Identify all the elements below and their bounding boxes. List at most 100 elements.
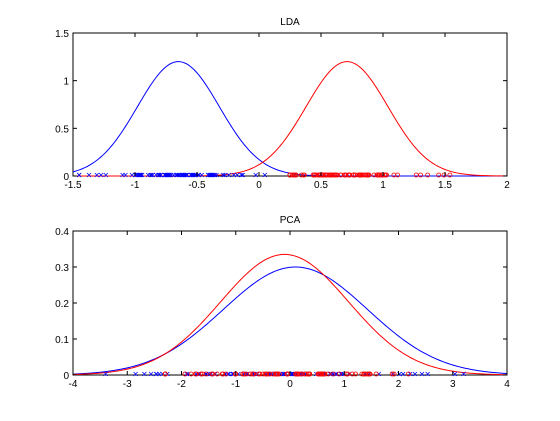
- pca-x-tick-label: 0: [287, 379, 293, 390]
- lda-sample-x-marker: [137, 172, 142, 178]
- lda-x-tick-label: -1: [131, 180, 140, 191]
- pca-x-tick-label: 3: [450, 379, 456, 390]
- pca-x-tick-label: 1: [341, 379, 347, 390]
- lda-sample-o-marker: [301, 172, 306, 178]
- pca-sample-x-marker: [156, 371, 162, 377]
- lda-sample-o-marker: [287, 172, 293, 178]
- lda-x-tick-label: -1.5: [64, 180, 82, 191]
- lda-sample-o-marker: [292, 172, 298, 178]
- pca-series: [72, 253, 508, 376]
- pca-sample-x-marker: [419, 371, 425, 377]
- pca-sample-o-marker: [260, 371, 266, 377]
- pca-x-tick-label: 2: [396, 379, 402, 390]
- pca-sample-o-marker: [336, 371, 342, 377]
- pca-sample-o-marker: [345, 371, 351, 377]
- pca-sample-x-marker: [461, 371, 466, 377]
- lda-sample-o-marker: [356, 172, 361, 178]
- lda-sample-o-marker: [413, 172, 419, 178]
- pca-y-tick-label: 0.3: [55, 263, 69, 274]
- lda-sample-x-marker: [166, 172, 172, 178]
- lda-sample-x-marker: [253, 172, 259, 178]
- pca-sample-x-marker: [148, 371, 154, 377]
- lda-sample-o-marker: [322, 172, 328, 178]
- lda-sample-o-marker: [384, 172, 389, 178]
- lda-panel: LDA -1.5 -1 -0.5 0 0.5 1 1.5 2 0 0.5 1 1.5: [55, 17, 510, 191]
- pca-sample-o-marker: [302, 371, 308, 377]
- lda-sample-x-marker: [86, 172, 92, 178]
- lda-sample-o-marker: [299, 172, 304, 178]
- lda-sample-x-marker: [234, 172, 240, 178]
- lda-sample-x-marker: [103, 172, 109, 178]
- lda-sample-x-marker: [137, 172, 143, 178]
- lda-sample-x-marker: [199, 172, 204, 178]
- lda-sample-x-marker: [158, 172, 164, 178]
- pca-sample-o-marker: [353, 371, 358, 377]
- pca-sample-o-marker: [182, 371, 188, 377]
- lda-sample-o-marker: [332, 172, 338, 178]
- lda-sample-o-marker: [395, 172, 400, 178]
- lda-sample-x-marker: [94, 172, 100, 178]
- lda-sample-o-marker: [317, 172, 323, 178]
- lda-sample-x-marker: [138, 172, 144, 178]
- lda-sample-x-marker: [240, 172, 246, 178]
- lda-plot-area: [72, 32, 508, 177]
- lda-sample-x-marker: [231, 172, 237, 178]
- lda-sample-x-marker: [222, 172, 227, 178]
- pca-sample-o-marker: [361, 371, 367, 377]
- lda-sample-x-marker: [184, 172, 190, 178]
- lda-density-line-2: [73, 61, 508, 177]
- lda-sample-o-marker: [310, 172, 316, 178]
- lda-title: LDA: [280, 17, 300, 28]
- lda-sample-x-marker: [188, 172, 194, 178]
- pca-sample-o-marker: [299, 371, 305, 377]
- pca-panel: PCA -4 -3 -2 -1 0 1 2 3 4 0 0.1 0.2 0.3 0.4: [55, 215, 510, 390]
- pca-x-tick-label: -2: [177, 379, 186, 390]
- pca-sample-o-marker: [273, 371, 279, 377]
- pca-sample-o-marker: [240, 371, 246, 377]
- pca-sample-x-marker: [280, 371, 286, 377]
- pca-sample-o-marker: [214, 371, 220, 377]
- lda-sample-x-marker: [123, 172, 128, 178]
- pca-x-tick-label: -4: [69, 379, 78, 390]
- lda-sample-o-marker: [366, 172, 372, 178]
- lda-y-tick-label: 1.5: [55, 29, 69, 40]
- pca-sample-o-marker: [391, 371, 397, 377]
- lda-x-tick-label: 1.5: [438, 180, 452, 191]
- lda-y-tick-label: 0.5: [55, 124, 69, 135]
- lda-sample-x-marker: [153, 172, 159, 178]
- lda-sample-o-marker: [374, 172, 380, 178]
- lda-y-tick-label: 1: [63, 77, 69, 88]
- lda-sample-x-marker: [192, 172, 198, 178]
- pca-density-line-1: [72, 266, 508, 375]
- lda-sample-x-marker: [163, 172, 168, 178]
- pca-sample-o-marker: [223, 371, 229, 377]
- pca-ticks: -4 -3 -2 -1 0 1 2 3 4 0 0.1 0.2 0.3 0.4: [55, 227, 510, 390]
- pca-sample-o-marker: [303, 371, 309, 377]
- lda-sample-x-marker: [149, 172, 154, 178]
- pca-plot-area: [72, 230, 508, 376]
- lda-sample-x-marker: [171, 172, 176, 178]
- pca-sample-o-marker: [263, 371, 269, 377]
- pca-y-tick-label: 0.1: [55, 335, 69, 346]
- lda-sample-x-marker: [165, 172, 170, 178]
- lda-sample-x-marker: [239, 172, 244, 178]
- lda-sample-x-marker: [98, 172, 104, 178]
- lda-sample-o-marker: [290, 172, 295, 178]
- lda-sample-o-marker: [365, 172, 370, 178]
- lda-sample-x-marker: [157, 172, 162, 178]
- pca-sample-o-marker: [251, 371, 257, 377]
- lda-y-tick-label: 0: [63, 172, 69, 183]
- lda-x-tick-label: 0: [256, 180, 262, 191]
- pca-sample-o-marker: [257, 371, 263, 377]
- lda-x-tick-label: 1: [380, 180, 386, 191]
- lda-x-tick-label: -0.5: [188, 180, 206, 191]
- lda-sample-x-marker: [262, 172, 268, 178]
- pca-sample-o-marker: [389, 371, 395, 377]
- lda-sample-o-marker: [441, 172, 447, 178]
- pca-sample-x-marker: [400, 371, 406, 377]
- pca-sample-o-marker: [322, 371, 327, 377]
- lda-sample-o-marker: [338, 172, 343, 178]
- pca-sample-x-marker: [338, 371, 344, 377]
- lda-sample-x-marker: [210, 172, 216, 178]
